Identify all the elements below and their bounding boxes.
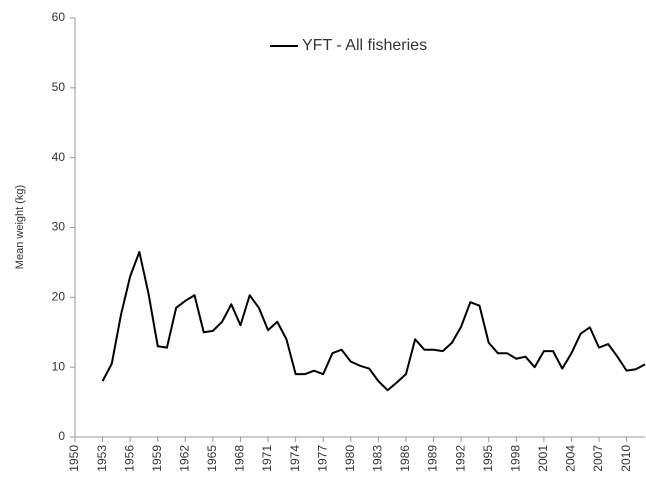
x-tick-label: 1992 <box>453 445 467 472</box>
y-tick-label: 0 <box>58 429 65 443</box>
x-tick-label: 1998 <box>508 445 522 472</box>
x-tick-label: 1995 <box>481 445 495 472</box>
x-tick-label: 1983 <box>371 445 385 472</box>
y-tick-label: 10 <box>52 359 66 373</box>
x-tick-label: 1953 <box>95 445 109 472</box>
y-tick-label: 50 <box>52 80 66 94</box>
x-tick-label: 1959 <box>150 445 164 472</box>
y-tick-label: 40 <box>52 150 66 164</box>
y-tick-label: 30 <box>52 220 66 234</box>
x-tick-label: 1971 <box>260 445 274 472</box>
x-tick-label: 2010 <box>619 445 633 472</box>
x-tick-label: 1956 <box>122 445 136 472</box>
x-tick-label: 2004 <box>564 445 578 472</box>
y-tick-label: 60 <box>52 10 66 24</box>
x-tick-label: 1968 <box>233 445 247 472</box>
x-tick-label: 1989 <box>426 445 440 472</box>
x-tick-label: 1965 <box>205 445 219 472</box>
line-series <box>101 250 646 392</box>
x-tick-label: 1977 <box>315 445 329 472</box>
x-tick-label: 1980 <box>343 445 357 472</box>
x-tick-label: 1974 <box>288 445 302 472</box>
x-tick-label: 1986 <box>398 445 412 472</box>
x-tick-label: 1950 <box>67 445 81 472</box>
y-axis-label: Mean weight (kg) <box>14 185 26 269</box>
x-tick-label: 2001 <box>536 445 550 472</box>
y-tick-label: 20 <box>52 290 66 304</box>
x-tick-label: 1962 <box>177 445 191 472</box>
legend-label: YFT - All fisheries <box>302 37 427 54</box>
x-tick-label: 2007 <box>591 445 605 472</box>
